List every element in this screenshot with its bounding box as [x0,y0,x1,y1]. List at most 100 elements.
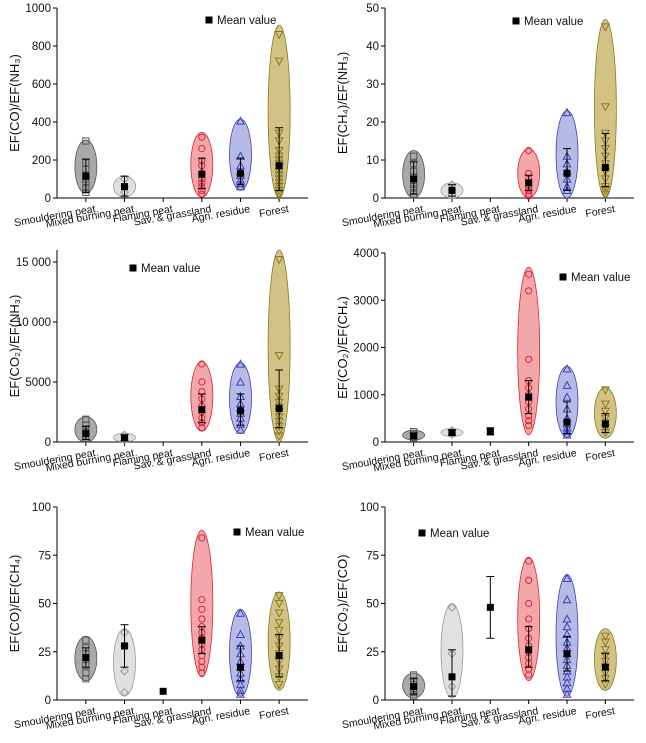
mean-marker [275,162,283,170]
data-point [600,190,610,199]
data-point [235,685,246,694]
mean-marker [275,652,283,660]
series-6 [267,591,291,691]
chart-panel-4: 01000200030004000EF(CO₂)/EF(CH₄)Smoulder… [335,248,634,474]
mean-marker [601,420,609,428]
x-tick-label: Forest [584,705,615,722]
mean-marker [121,183,129,191]
mean-marker [121,642,129,650]
data-point [562,426,572,436]
y-tick-label: 1000 [353,390,379,402]
data-point [525,287,533,295]
data-point [198,596,206,604]
series-5 [555,573,579,698]
y-tick-label: 0 [45,437,51,449]
legend-mean-marker [205,16,213,24]
data-point [82,675,90,683]
series-5 [229,359,252,435]
data-point [562,594,572,604]
data-point [600,103,610,112]
data-point [235,179,246,188]
mean-marker [236,663,244,671]
data-point [525,599,533,608]
y-tick-label: 0 [373,695,379,707]
y-tick-label: 1000 [25,3,51,15]
mean-marker [525,179,533,187]
data-point [235,629,246,638]
mean-marker [82,172,90,180]
series-2 [113,174,136,198]
data-point [525,192,533,200]
data-point [274,619,284,628]
mean-marker [82,654,90,662]
data-point [525,270,533,278]
data-point [274,680,284,690]
mean-marker [198,406,206,414]
y-axis-label: EF(CH₄)/EF(NH₃) [335,52,350,154]
y-tick-label: 5000 [25,377,51,389]
mean-marker [601,164,609,172]
series-4 [517,556,541,682]
x-tick-label: Forest [584,447,615,464]
y-tick-label: 10 [366,155,379,167]
y-axis-label: EF(CO₂)/EF(CH₄) [335,296,350,399]
data-point [198,669,206,677]
series-4 [190,132,214,198]
series-6 [593,386,617,439]
data-point [274,31,284,40]
data-point [525,190,533,198]
series-2 [440,425,464,439]
range-ellipse [517,556,541,682]
data-point [525,557,533,565]
mean-marker [410,175,418,183]
y-tick-label: 200 [32,155,51,167]
range-ellipse [267,249,291,443]
legend-mean-marker [418,529,426,537]
y-tick-label: 0 [373,193,379,205]
legend-label: Mean value [571,272,630,284]
series-1 [402,150,426,199]
data-point [274,609,284,618]
data-point [198,534,206,542]
data-point [198,190,206,198]
mean-marker [525,646,533,654]
mean-marker [486,603,494,611]
legend-label: Mean value [141,263,200,275]
series-2 [113,624,136,697]
series-6 [593,628,617,691]
mean-marker [82,430,90,438]
legend-mean-marker [233,528,241,536]
data-point [525,417,533,425]
series-4 [517,146,541,200]
data-point [600,638,610,647]
data-point [82,636,90,644]
series-1 [74,415,98,443]
series-4 [517,266,541,436]
series-1 [74,137,98,196]
y-tick-label: 50 [366,3,379,15]
series-5 [555,364,579,439]
data-point [235,608,246,617]
y-tick-label: 0 [45,193,51,205]
data-point [198,424,206,432]
y-tick-label: 0 [373,437,379,449]
data-point [525,671,533,679]
legend-label: Mean value [430,528,489,540]
data-point [120,666,129,676]
mean-marker [448,429,456,437]
x-tick-label: Forest [258,203,289,220]
data-point [600,646,610,655]
data-point [600,407,610,417]
series-2 [440,180,464,199]
range-ellipse [229,118,252,191]
y-tick-label: 600 [32,79,51,91]
data-point [198,605,206,613]
data-point [198,133,206,141]
data-point [274,352,284,361]
x-tick-label: Forest [258,705,289,722]
data-point [562,430,572,439]
